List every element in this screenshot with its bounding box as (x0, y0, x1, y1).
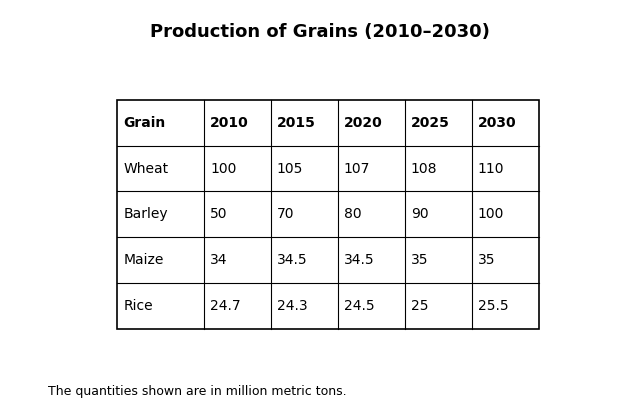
Text: 24.7: 24.7 (210, 299, 241, 313)
Text: Grain: Grain (123, 116, 165, 130)
Text: 2025: 2025 (411, 116, 450, 130)
Bar (117, 100, 539, 329)
Text: 24.5: 24.5 (344, 299, 374, 313)
Text: 25.5: 25.5 (478, 299, 508, 313)
Text: 80: 80 (344, 207, 362, 221)
Text: 25: 25 (411, 299, 428, 313)
Text: 105: 105 (277, 162, 303, 176)
Text: 2020: 2020 (344, 116, 383, 130)
Text: 110: 110 (478, 162, 504, 176)
Text: Rice: Rice (123, 299, 153, 313)
Text: 35: 35 (411, 253, 428, 267)
Text: 108: 108 (411, 162, 437, 176)
Text: 24.3: 24.3 (277, 299, 308, 313)
Text: 70: 70 (277, 207, 294, 221)
Text: Barley: Barley (123, 207, 168, 221)
Text: 90: 90 (411, 207, 428, 221)
Text: 100: 100 (478, 207, 504, 221)
Text: 2015: 2015 (277, 116, 316, 130)
Text: 100: 100 (210, 162, 236, 176)
Text: 34.5: 34.5 (344, 253, 374, 267)
Text: 34: 34 (210, 253, 227, 267)
Text: 34.5: 34.5 (277, 253, 308, 267)
Text: 2030: 2030 (478, 116, 516, 130)
Text: 2010: 2010 (210, 116, 249, 130)
Text: Production of Grains (2010–2030): Production of Grains (2010–2030) (150, 23, 490, 41)
Text: Wheat: Wheat (123, 162, 168, 176)
Text: 35: 35 (478, 253, 495, 267)
Text: 107: 107 (344, 162, 371, 176)
Text: 50: 50 (210, 207, 227, 221)
Text: The quantities shown are in million metric tons.: The quantities shown are in million metr… (48, 385, 347, 398)
Text: Maize: Maize (123, 253, 164, 267)
